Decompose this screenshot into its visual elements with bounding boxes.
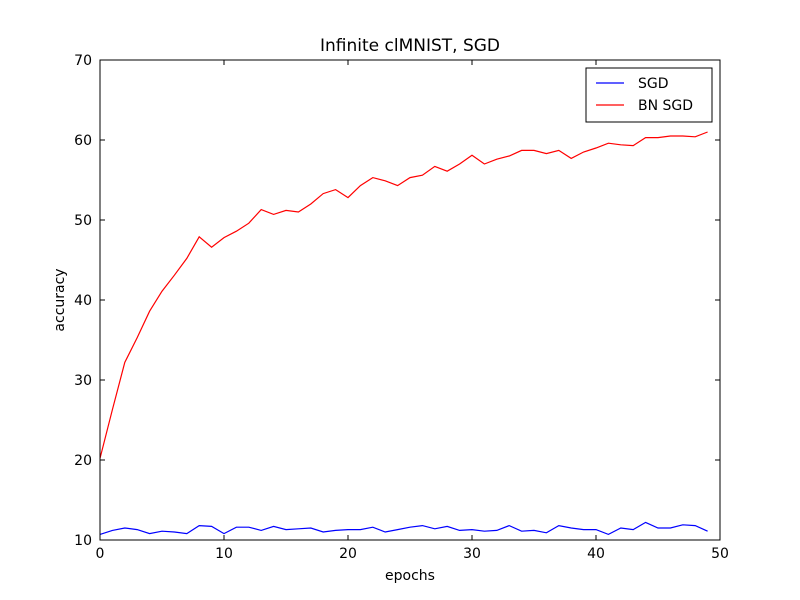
y-tick-label: 20 — [74, 453, 92, 469]
x-tick-label: 50 — [711, 546, 729, 562]
y-tick-label: 50 — [74, 213, 92, 229]
legend: SGD BN SGD — [585, 67, 713, 123]
x-tick-label: 0 — [96, 546, 105, 562]
y-tick-label: 40 — [74, 293, 92, 309]
legend-label-bn-sgd: BN SGD — [638, 98, 693, 114]
x-tick-label: 10 — [215, 546, 233, 562]
legend-label-sgd: SGD — [638, 76, 669, 92]
x-tick-label: 30 — [463, 546, 481, 562]
legend-box — [585, 67, 713, 123]
y-axis-label: accuracy — [52, 268, 68, 331]
chart-title: Infinite clMNIST, SGD — [320, 36, 500, 56]
y-tick-label: 70 — [74, 53, 92, 69]
y-tick-label: 60 — [74, 133, 92, 149]
x-axis-label: epochs — [385, 568, 435, 584]
x-tick-label: 40 — [587, 546, 605, 562]
series-line-bn-sgd — [99, 131, 708, 459]
series-line-sgd — [99, 521, 708, 536]
x-tick-label: 20 — [339, 546, 357, 562]
y-tick-label: 10 — [74, 533, 92, 549]
y-tick-label: 30 — [74, 373, 92, 389]
